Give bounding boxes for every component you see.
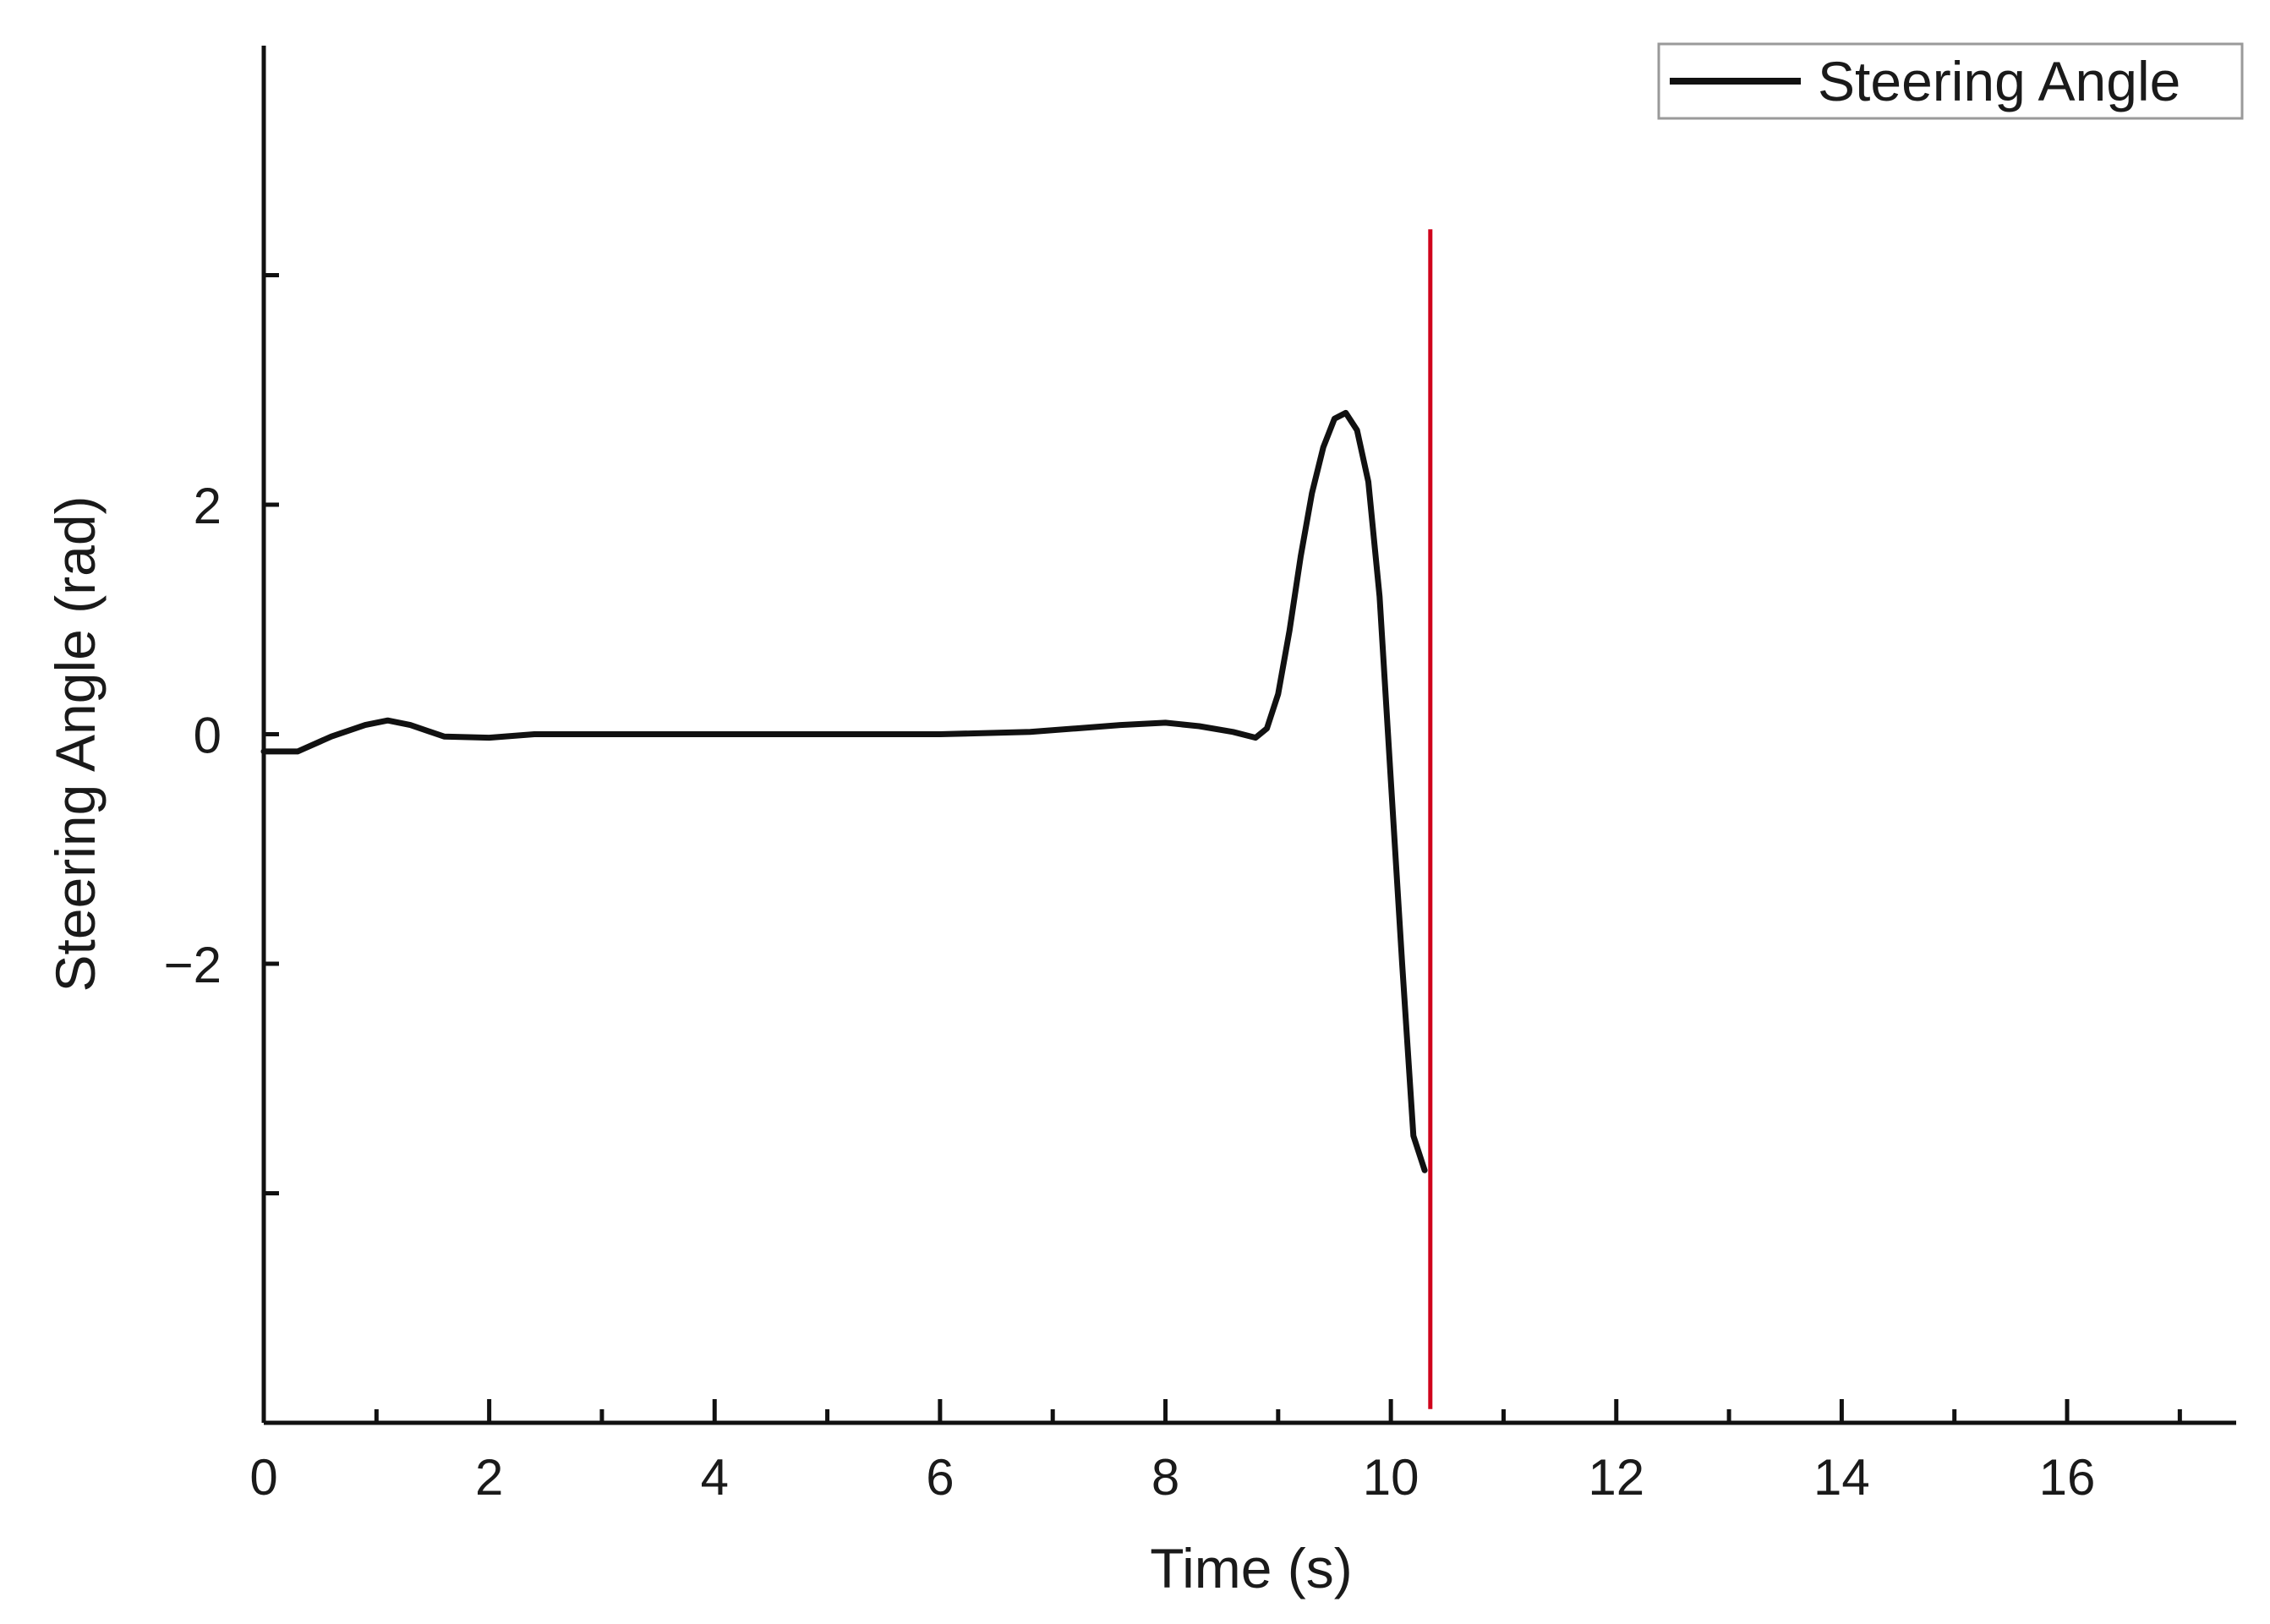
y-tick-label: −2	[164, 937, 222, 993]
y-axis-label: Steering Angle (rad)	[44, 495, 107, 992]
x-tick-label: 6	[926, 1449, 954, 1506]
x-tick-label: 12	[1588, 1449, 1644, 1506]
x-tick-label: 10	[1363, 1449, 1419, 1506]
y-tick-label: 2	[194, 478, 222, 534]
x-axis-label: Time (s)	[1150, 1537, 1353, 1599]
y-axis-ticks: −2 0 2	[164, 273, 279, 1195]
x-tick-label: 2	[475, 1449, 503, 1506]
x-tick-label: 16	[2039, 1449, 2096, 1506]
series-layer	[260, 409, 1428, 1173]
legend-label-steering-angle: Steering Angle	[1818, 50, 2180, 112]
x-tick-label: 4	[701, 1449, 729, 1506]
legend: Steering Angle	[1657, 42, 2244, 120]
x-tick-label: 14	[1813, 1449, 1870, 1506]
y-tick-label: 0	[194, 708, 222, 764]
series-line-steering-angle	[260, 409, 1428, 1173]
x-axis-ticks: 0 2 4 6 8 10 12 14 16	[249, 1399, 2182, 1506]
x-tick-label: 8	[1151, 1449, 1179, 1506]
x-tick-label: 0	[249, 1449, 277, 1506]
